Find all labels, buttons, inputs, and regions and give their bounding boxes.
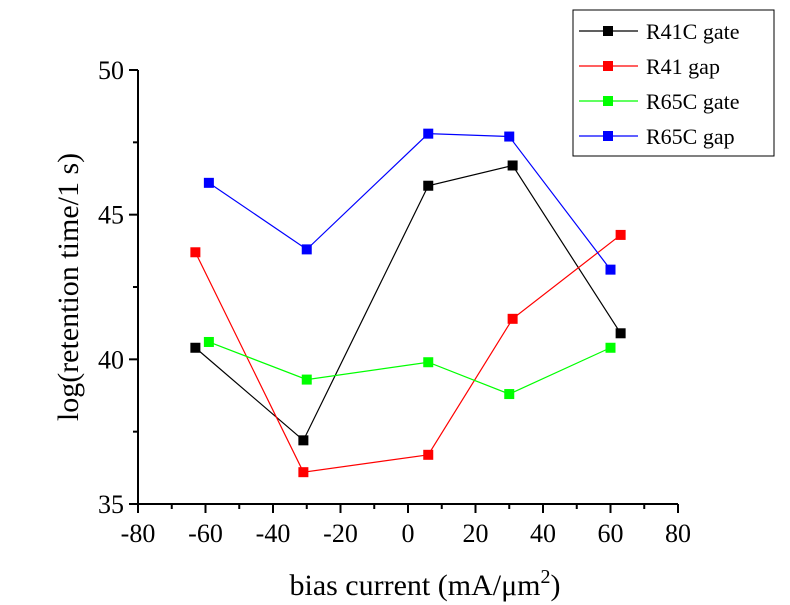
x-tick-label: -60 bbox=[188, 519, 223, 548]
legend-item-r41-gap: R41 gap bbox=[579, 54, 720, 79]
series-r65c-gate bbox=[203, 336, 616, 400]
data-point bbox=[615, 229, 626, 240]
x-axis-title-main: bias current (mA/μm bbox=[289, 569, 540, 602]
y-tick-label: 35 bbox=[98, 490, 124, 519]
x-axis-title-superscript: 2 bbox=[541, 566, 551, 588]
x-tick-label: -40 bbox=[256, 519, 291, 548]
series-layer bbox=[190, 128, 626, 478]
data-point bbox=[423, 180, 434, 191]
x-tick-label: -20 bbox=[323, 519, 358, 548]
legend-item-r41c-gate: R41C gate bbox=[579, 19, 740, 44]
x-tick-label: 0 bbox=[402, 519, 415, 548]
legend-marker bbox=[603, 26, 613, 36]
legend-label: R65C gap bbox=[646, 124, 735, 149]
x-ticks: -80 -60 -40 -20 0 20 40 60 80 bbox=[121, 504, 691, 548]
data-point bbox=[605, 264, 616, 275]
data-point bbox=[298, 467, 309, 478]
data-point bbox=[504, 131, 515, 142]
x-tick-label: -80 bbox=[121, 519, 156, 548]
x-tick-label: 80 bbox=[665, 519, 691, 548]
x-tick-label: 40 bbox=[530, 519, 556, 548]
legend-marker bbox=[603, 131, 613, 141]
data-point bbox=[605, 342, 616, 353]
series-r65c-gap bbox=[203, 128, 616, 275]
y-axis-title: log(retention time/1 s) bbox=[52, 153, 85, 421]
data-point bbox=[298, 435, 309, 446]
plot-area: -80 -60 -40 -20 0 20 40 60 80 35 40 45 50 bbox=[98, 56, 691, 548]
x-tick-label: 60 bbox=[598, 519, 624, 548]
data-point bbox=[507, 160, 518, 171]
series-r41-gap bbox=[190, 229, 626, 478]
x-axis-title: bias current (mA/μm2) bbox=[289, 566, 560, 602]
legend-items: R41C gate R41 gap R65C gate R65C gap bbox=[579, 19, 740, 149]
data-point bbox=[423, 449, 434, 460]
series-line bbox=[194, 234, 621, 473]
series-line bbox=[194, 164, 622, 442]
data-point bbox=[190, 342, 201, 353]
y-ticks: 35 40 45 50 bbox=[98, 56, 138, 519]
y-tick-label: 45 bbox=[98, 201, 124, 230]
data-point bbox=[507, 313, 518, 324]
data-point bbox=[615, 328, 626, 339]
legend-marker bbox=[603, 61, 613, 71]
data-point bbox=[203, 336, 214, 347]
legend-marker bbox=[603, 96, 613, 106]
y-tick-label: 40 bbox=[98, 345, 124, 374]
legend: R41C gate R41 gap R65C gate R65C gap bbox=[572, 9, 775, 157]
legend-item-r65c-gate: R65C gate bbox=[579, 89, 740, 114]
series-line bbox=[208, 341, 611, 395]
legend-label: R41C gate bbox=[646, 19, 740, 44]
data-point bbox=[504, 389, 515, 400]
legend-label: R65C gate bbox=[646, 89, 740, 114]
x-axis-title-suffix: ) bbox=[551, 569, 561, 602]
y-tick-label: 50 bbox=[98, 56, 124, 85]
data-point bbox=[203, 177, 214, 188]
data-point bbox=[423, 357, 434, 368]
data-point bbox=[423, 128, 434, 139]
data-point bbox=[301, 374, 312, 385]
data-point bbox=[301, 244, 312, 255]
data-point bbox=[190, 247, 201, 258]
x-tick-label: 20 bbox=[463, 519, 489, 548]
series-line bbox=[208, 133, 611, 271]
legend-label: R41 gap bbox=[646, 54, 720, 79]
legend-item-r65c-gap: R65C gap bbox=[579, 124, 735, 149]
series-r41c-gate bbox=[190, 160, 626, 446]
